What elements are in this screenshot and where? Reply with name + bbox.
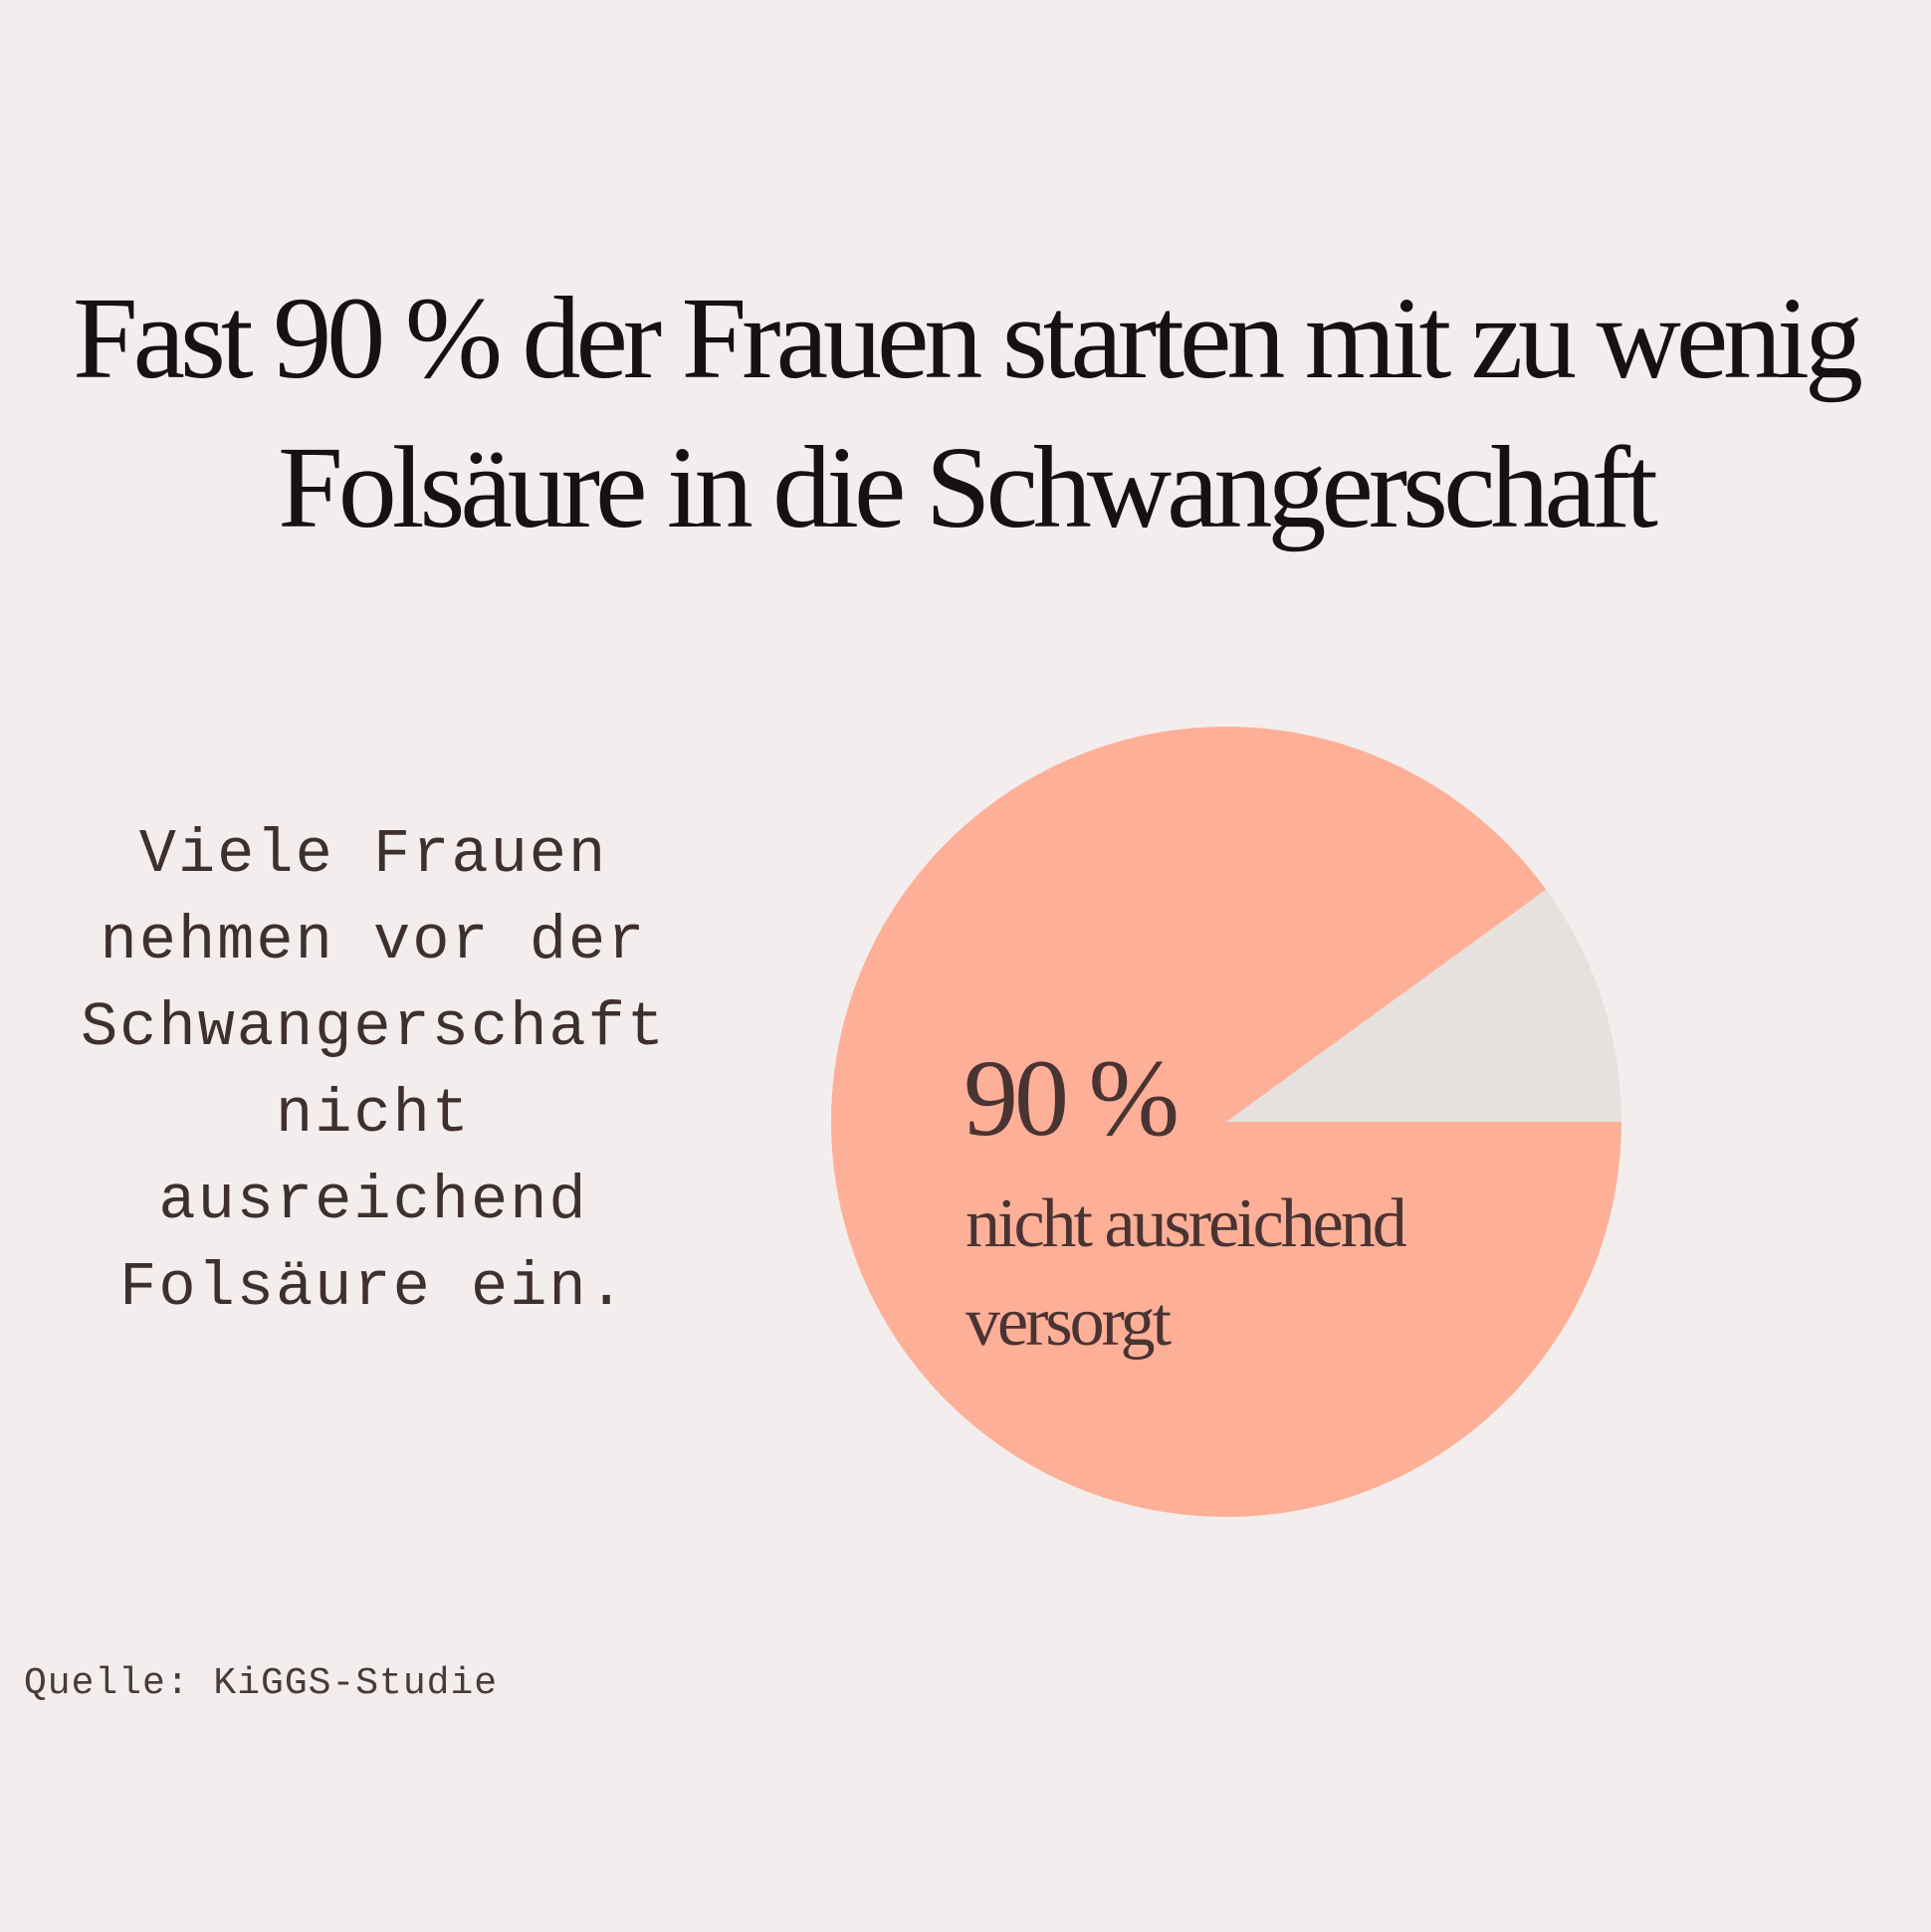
source-note: Quelle: KiGGS-Studie	[24, 1662, 499, 1705]
title-line-2: Folsäure in die Schwangerschaft	[278, 422, 1658, 552]
description-line: nicht	[275, 1079, 472, 1150]
description-line: Viele Frauen	[138, 819, 608, 890]
title-line-1: Fast 90 % der Frauen starten mit zu weni…	[73, 273, 1863, 403]
description-line: ausreichend	[158, 1166, 588, 1236]
pie-data-label-value: 90 %	[964, 1037, 1180, 1159]
page-title: Fast 90 % der Frauen starten mit zu weni…	[0, 264, 1931, 562]
pie-slice	[830, 726, 1621, 1517]
pie-slice	[1226, 889, 1621, 1122]
description-text: Viele Frauen nehmen vor der Schwangersch…	[20, 811, 727, 1331]
pie-data-label-line-1: nicht ausreichend	[966, 1185, 1407, 1262]
pie-data-label-text: nicht ausreichend versorgt	[966, 1175, 1407, 1372]
description-line: Folsäure ein.	[119, 1252, 627, 1323]
description-line: Schwangerschaft	[80, 992, 667, 1063]
description-line: nehmen vor der	[100, 906, 647, 976]
pie-data-label-line-2: versorgt	[966, 1284, 1172, 1361]
